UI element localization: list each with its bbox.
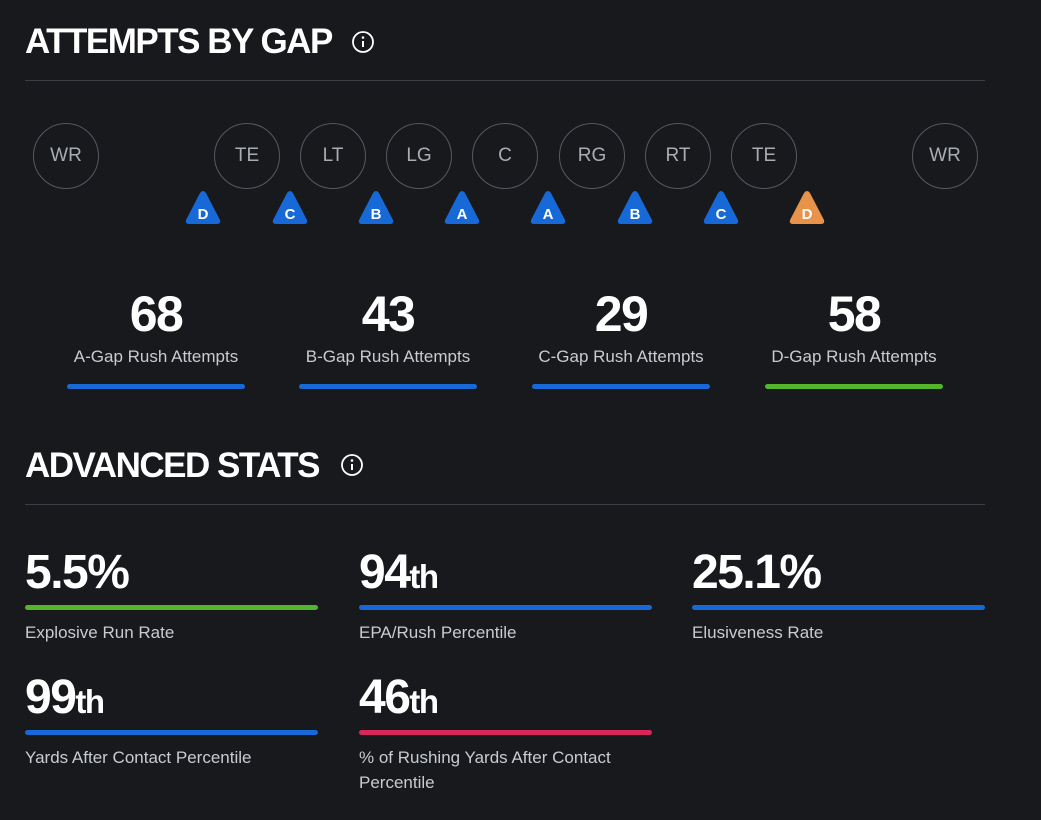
player-position: LT xyxy=(300,123,366,189)
stat-number: 25.1% xyxy=(692,546,822,599)
gap-triangle xyxy=(617,191,653,224)
player-position: LG xyxy=(386,123,452,189)
gap-label: A xyxy=(543,206,554,223)
stat-number: 94 xyxy=(359,546,411,599)
stat-label: % of Rushing Yards After Contact Percent… xyxy=(359,748,611,792)
gap-count: 58 xyxy=(827,286,882,342)
gap-count-label: C-Gap Rush Attempts xyxy=(538,347,704,366)
stat-value: 94th xyxy=(359,545,439,600)
gap-bar xyxy=(67,384,245,389)
stat-label: Explosive Run Rate xyxy=(25,623,175,642)
stat-label: Elusiveness Rate xyxy=(692,623,824,642)
gap-triangle xyxy=(358,191,394,224)
gap-bar xyxy=(299,384,477,389)
gap-marker: C xyxy=(703,191,739,224)
gap-count-label: A-Gap Rush Attempts xyxy=(73,347,239,366)
gap-label: C xyxy=(285,206,296,223)
stat-label: Yards After Contact Percentile xyxy=(25,748,252,767)
gap-count-label: B-Gap Rush Attempts xyxy=(305,347,471,366)
gap-count-label: D-Gap Rush Attempts xyxy=(771,347,937,366)
stat-value: 46th xyxy=(359,670,439,725)
player-position: WR xyxy=(33,123,99,189)
gap-label: D xyxy=(802,206,813,223)
divider xyxy=(25,80,985,81)
stat-suffix: th xyxy=(75,683,105,720)
player-position: C xyxy=(472,123,538,189)
gap-marker: A xyxy=(444,191,480,224)
gap-triangle xyxy=(185,191,221,224)
gap-triangle xyxy=(530,191,566,224)
section-title: ATTEMPTS BY GAP xyxy=(25,22,333,61)
stat-bar xyxy=(25,605,318,610)
gap-label: A xyxy=(457,206,468,223)
stat-number: 99 xyxy=(25,671,77,724)
gap-triangle xyxy=(272,191,308,224)
gap-label: B xyxy=(630,206,641,223)
gap-bar xyxy=(532,384,710,389)
stat-value: 5.5% xyxy=(25,545,130,600)
stat-number: 5.5% xyxy=(25,546,130,599)
gap-marker: B xyxy=(358,191,394,224)
gap-triangle xyxy=(703,191,739,224)
gap-marker: D xyxy=(185,191,221,224)
gap-bar xyxy=(765,384,943,389)
player-position: TE xyxy=(731,123,797,189)
gap-triangle xyxy=(444,191,480,224)
stat-bar xyxy=(692,605,985,610)
player-position: RG xyxy=(559,123,625,189)
player-position: RT xyxy=(645,123,711,189)
player-position: WR xyxy=(912,123,978,189)
gap-triangle xyxy=(789,191,825,224)
stat-suffix: th xyxy=(409,683,439,720)
gap-marker: A xyxy=(530,191,566,224)
section-title: ADVANCED STATS xyxy=(25,446,321,485)
gap-count: 43 xyxy=(361,286,416,342)
gap-count: 68 xyxy=(129,286,184,342)
stat-bar xyxy=(25,730,318,735)
player-position: TE xyxy=(214,123,280,189)
gap-label: C xyxy=(716,206,727,223)
stat-number: 46 xyxy=(359,671,411,724)
gap-marker: B xyxy=(617,191,653,224)
gap-label: D xyxy=(198,206,209,223)
stat-value: 25.1% xyxy=(692,545,822,600)
divider xyxy=(25,504,985,505)
info-icon[interactable] xyxy=(340,453,364,477)
gap-marker: D xyxy=(789,191,825,224)
stat-value: 99th xyxy=(25,670,105,725)
gap-marker: C xyxy=(272,191,308,224)
gap-label: B xyxy=(371,206,382,223)
gap-count: 29 xyxy=(594,286,649,342)
stat-bar xyxy=(359,605,652,610)
info-icon[interactable] xyxy=(351,30,375,54)
stat-bar xyxy=(359,730,652,735)
stat-suffix: th xyxy=(409,558,439,595)
stat-label: EPA/Rush Percentile xyxy=(359,623,517,642)
